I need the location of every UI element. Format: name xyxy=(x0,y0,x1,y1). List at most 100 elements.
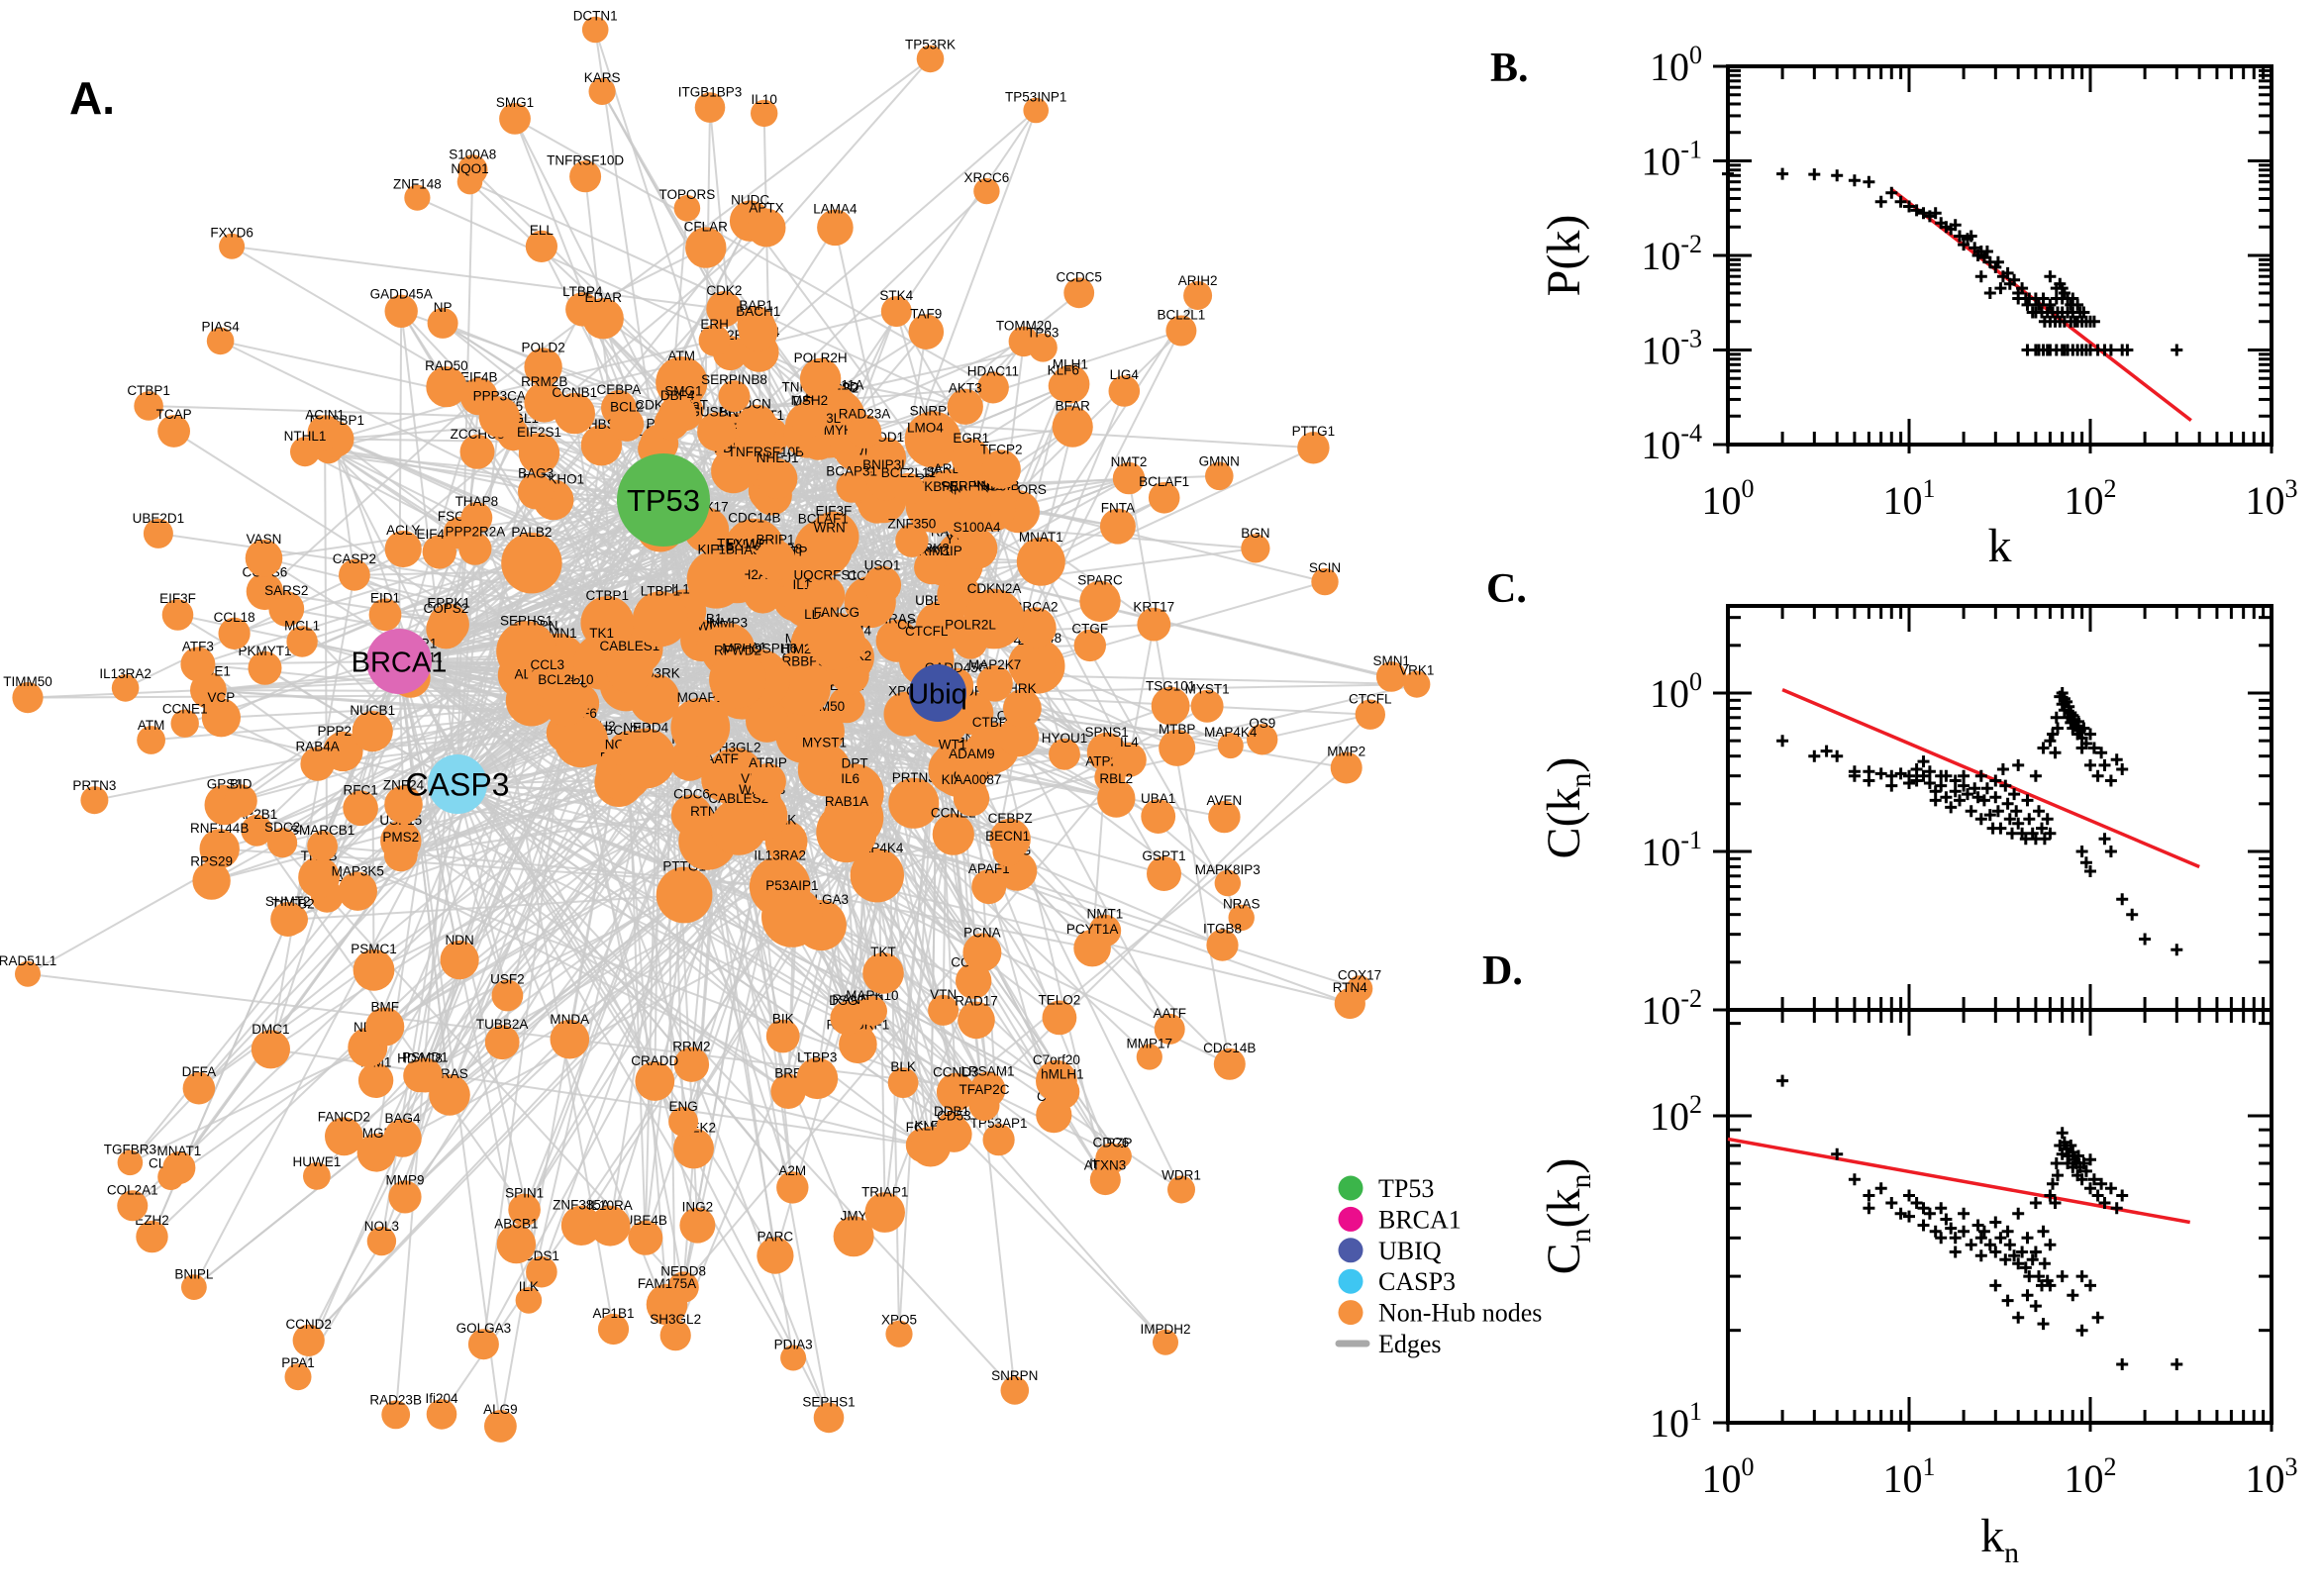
network-node xyxy=(606,646,654,694)
network-node-label: MSH2 xyxy=(791,393,829,408)
hub-node-label-ubiq: Ubiq xyxy=(908,678,967,710)
y-tick-label: 10-3 xyxy=(1641,325,1702,373)
network-node-label: IL6 xyxy=(841,771,859,786)
network-node xyxy=(862,565,902,604)
network-node-label: CRADD xyxy=(631,1053,678,1068)
network-node xyxy=(518,433,560,474)
network-node-label: IL13RA2 xyxy=(754,848,806,863)
network-node-label: NMT1 xyxy=(1087,907,1124,922)
network-node-label: GSPT1 xyxy=(1142,848,1185,863)
network-node xyxy=(1247,724,1278,755)
network-node-label: COX17 xyxy=(1338,967,1381,982)
network-node-label: NTHL1 xyxy=(284,429,327,444)
network-node-label: EIF4B xyxy=(460,369,498,384)
network-node-label: BCLAF1 xyxy=(1139,474,1189,489)
network-node xyxy=(1355,699,1386,730)
network-node xyxy=(518,473,555,510)
network-node-label: ARIH2 xyxy=(1178,273,1218,288)
network-node-label: KLF6 xyxy=(1048,363,1079,378)
data-points xyxy=(1722,167,2183,356)
network-node xyxy=(956,753,988,787)
network-edge xyxy=(398,311,403,662)
network-node xyxy=(609,407,645,442)
network-node xyxy=(833,1216,874,1257)
network-node xyxy=(795,707,845,756)
network-node-label: NEDD4 xyxy=(623,721,668,736)
network-node xyxy=(384,530,422,568)
fit-line xyxy=(1781,687,2200,869)
network-node xyxy=(709,650,766,709)
network-node xyxy=(1108,375,1141,407)
network-node-label: PPP2R2A xyxy=(446,525,506,540)
network-node-label: MNAT1 xyxy=(1019,530,1063,545)
network-node xyxy=(1097,779,1136,818)
network-node xyxy=(746,699,789,743)
network-node-label: LTBP4 xyxy=(562,284,603,299)
network-edge xyxy=(456,549,476,785)
x-tick-label: 101 xyxy=(1883,1452,1936,1501)
network-node-label: PRTN3 xyxy=(72,778,116,793)
y-tick-label: 100 xyxy=(1650,41,1702,89)
network-node-label: TP63 xyxy=(1027,326,1059,341)
network-edge xyxy=(398,57,932,662)
network-node-label: BNIP3L xyxy=(862,457,909,472)
network-node-label: CDK2 xyxy=(706,283,742,298)
network-node xyxy=(499,103,531,135)
network-node-label: FANCD2 xyxy=(318,1109,370,1124)
network-node-label: EID1 xyxy=(370,591,400,606)
hub-node-ubiq xyxy=(909,664,966,722)
network-node-label: KARS xyxy=(584,70,621,85)
network-node-label: TP53RK xyxy=(905,38,956,52)
network-node-label: IL10 xyxy=(752,92,777,107)
network-node xyxy=(1112,743,1147,777)
network-edge xyxy=(523,801,759,1211)
network-node-label: LAMA4 xyxy=(813,201,858,216)
network-node-label: CCL3 xyxy=(531,657,565,672)
network-node-label: CCDC5 xyxy=(1056,269,1102,284)
network-node-label: MNDA xyxy=(550,1012,589,1027)
network-node xyxy=(298,856,340,898)
network-node xyxy=(1330,751,1363,784)
network-node xyxy=(307,415,343,450)
network-node-label: NUDC xyxy=(731,192,769,207)
network-node xyxy=(895,524,929,557)
network-node-label: DBF4 xyxy=(660,388,695,403)
network-node xyxy=(1190,689,1224,723)
network-edge xyxy=(662,499,1107,1181)
network-node-label: EIF3F xyxy=(816,504,853,519)
network-node-label: BMF xyxy=(370,999,399,1014)
x-axis-label: k xyxy=(1988,520,2012,572)
network-node-label: RFC1 xyxy=(343,782,377,797)
network-node xyxy=(136,1220,168,1253)
network-node-label: WRN xyxy=(814,521,846,536)
network-node-label: P53AIP1 xyxy=(765,878,818,893)
network-node-label: SMN1 xyxy=(1372,653,1410,668)
network-node-label: NQO1 xyxy=(451,161,488,176)
network-edge xyxy=(328,448,664,501)
network-node-label: RTN4 xyxy=(1333,980,1368,995)
network-node xyxy=(765,1019,800,1053)
network-node-label: CTBP1 xyxy=(586,588,630,603)
network-node-label: HYOU1 xyxy=(1042,731,1088,746)
network-node xyxy=(807,528,853,573)
network-node-label: ERH xyxy=(700,317,729,332)
network-node-label: MNAT1 xyxy=(157,1144,202,1158)
hub-node-label-casp3: CASP3 xyxy=(406,767,510,803)
network-node xyxy=(932,813,974,855)
network-node xyxy=(137,726,166,754)
network-node xyxy=(968,1090,1000,1122)
network-node-label: TFCP2 xyxy=(980,442,1023,456)
network-node-label: GMNN xyxy=(1199,454,1240,469)
network-node xyxy=(117,1149,144,1176)
network-node-label: XPO5 xyxy=(881,1313,917,1328)
network-node-label: CTCFL xyxy=(905,624,949,639)
network-node-label: TNFRSF10D xyxy=(547,152,624,167)
network-node xyxy=(914,487,960,534)
network-node xyxy=(632,591,688,648)
network-node xyxy=(404,184,431,211)
hub-node-casp3 xyxy=(428,754,487,814)
network-node-label: PPA1 xyxy=(281,1355,315,1370)
